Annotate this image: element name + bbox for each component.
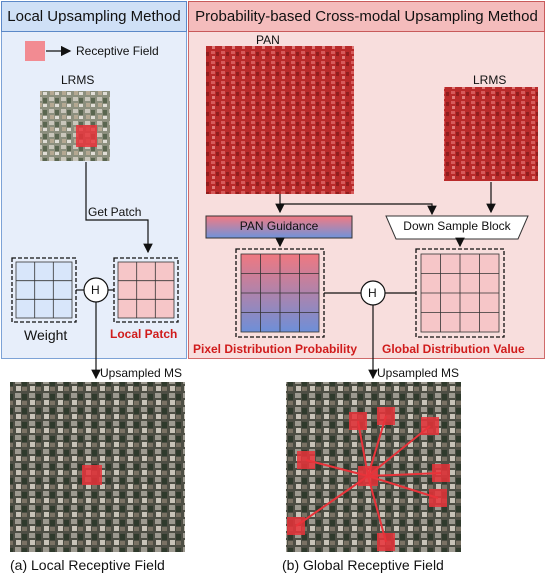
left-caption: (a) Local Receptive Field — [10, 557, 165, 573]
down-sample-label: Down Sample Block — [403, 219, 511, 233]
left-upsampled-label: Upsampled MS — [100, 366, 183, 380]
right-h-symbol: H — [368, 286, 377, 300]
local-receptive-field-marker — [82, 465, 102, 485]
pixel-probability-label: Pixel Distribution Probability — [193, 342, 358, 356]
left-lrms-label: LRMS — [61, 73, 95, 87]
pan-label: PAN — [256, 33, 280, 47]
cross-modal-method-title: Probability-based Cross-modal Upsampling… — [188, 1, 545, 32]
global-value-label: Global Distribution Value — [382, 342, 525, 356]
right-lrms-label: LRMS — [473, 73, 507, 87]
global-receptive-fields — [287, 407, 450, 551]
pan-image — [206, 46, 354, 194]
receptive-field-legend-swatch — [25, 41, 45, 61]
left-h-symbol: H — [91, 283, 100, 297]
pan-guidance-label: PAN Guidance — [239, 219, 319, 233]
receptive-field-legend-label: Receptive Field — [76, 44, 159, 58]
local-patch-label: Local Patch — [110, 327, 178, 341]
down-sample-block — [385, 215, 529, 240]
right-upsampled-label: Upsampled MS — [377, 366, 460, 380]
receptive-field-patch — [76, 125, 97, 147]
local-patch-grid — [117, 261, 175, 319]
get-patch-label: Get Patch — [88, 205, 142, 219]
left-lrms-image — [40, 91, 110, 161]
right-lrms-image — [444, 87, 538, 181]
weight-label: Weight — [24, 327, 68, 343]
local-method-title: Local Upsampling Method — [1, 1, 187, 32]
right-caption: (b) Global Receptive Field — [282, 557, 444, 573]
weight-grid — [15, 261, 73, 319]
